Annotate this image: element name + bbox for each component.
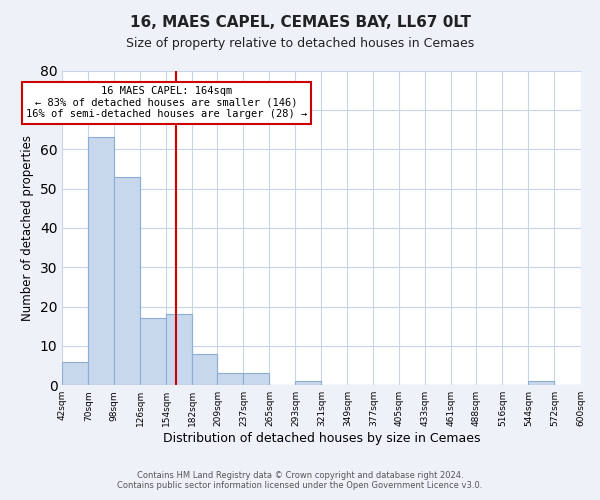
Bar [217, 374, 244, 385]
Text: Size of property relative to detached houses in Cemaes: Size of property relative to detached ho… [126, 38, 474, 51]
Text: 16, MAES CAPEL, CEMAES BAY, LL67 0LT: 16, MAES CAPEL, CEMAES BAY, LL67 0LT [130, 15, 470, 30]
Y-axis label: Number of detached properties: Number of detached properties [21, 135, 34, 321]
X-axis label: Distribution of detached houses by size in Cemaes: Distribution of detached houses by size … [163, 432, 480, 445]
Bar [140, 318, 166, 385]
Bar [88, 138, 114, 385]
Bar [193, 354, 217, 385]
Bar [244, 374, 269, 385]
Bar [166, 314, 193, 385]
Text: Contains HM Land Registry data © Crown copyright and database right 2024.
Contai: Contains HM Land Registry data © Crown c… [118, 470, 482, 490]
Text: 16 MAES CAPEL: 164sqm
← 83% of detached houses are smaller (146)
16% of semi-det: 16 MAES CAPEL: 164sqm ← 83% of detached … [26, 86, 307, 120]
Bar [114, 176, 140, 385]
Bar [529, 382, 554, 385]
Bar [62, 362, 88, 385]
Bar [295, 382, 322, 385]
